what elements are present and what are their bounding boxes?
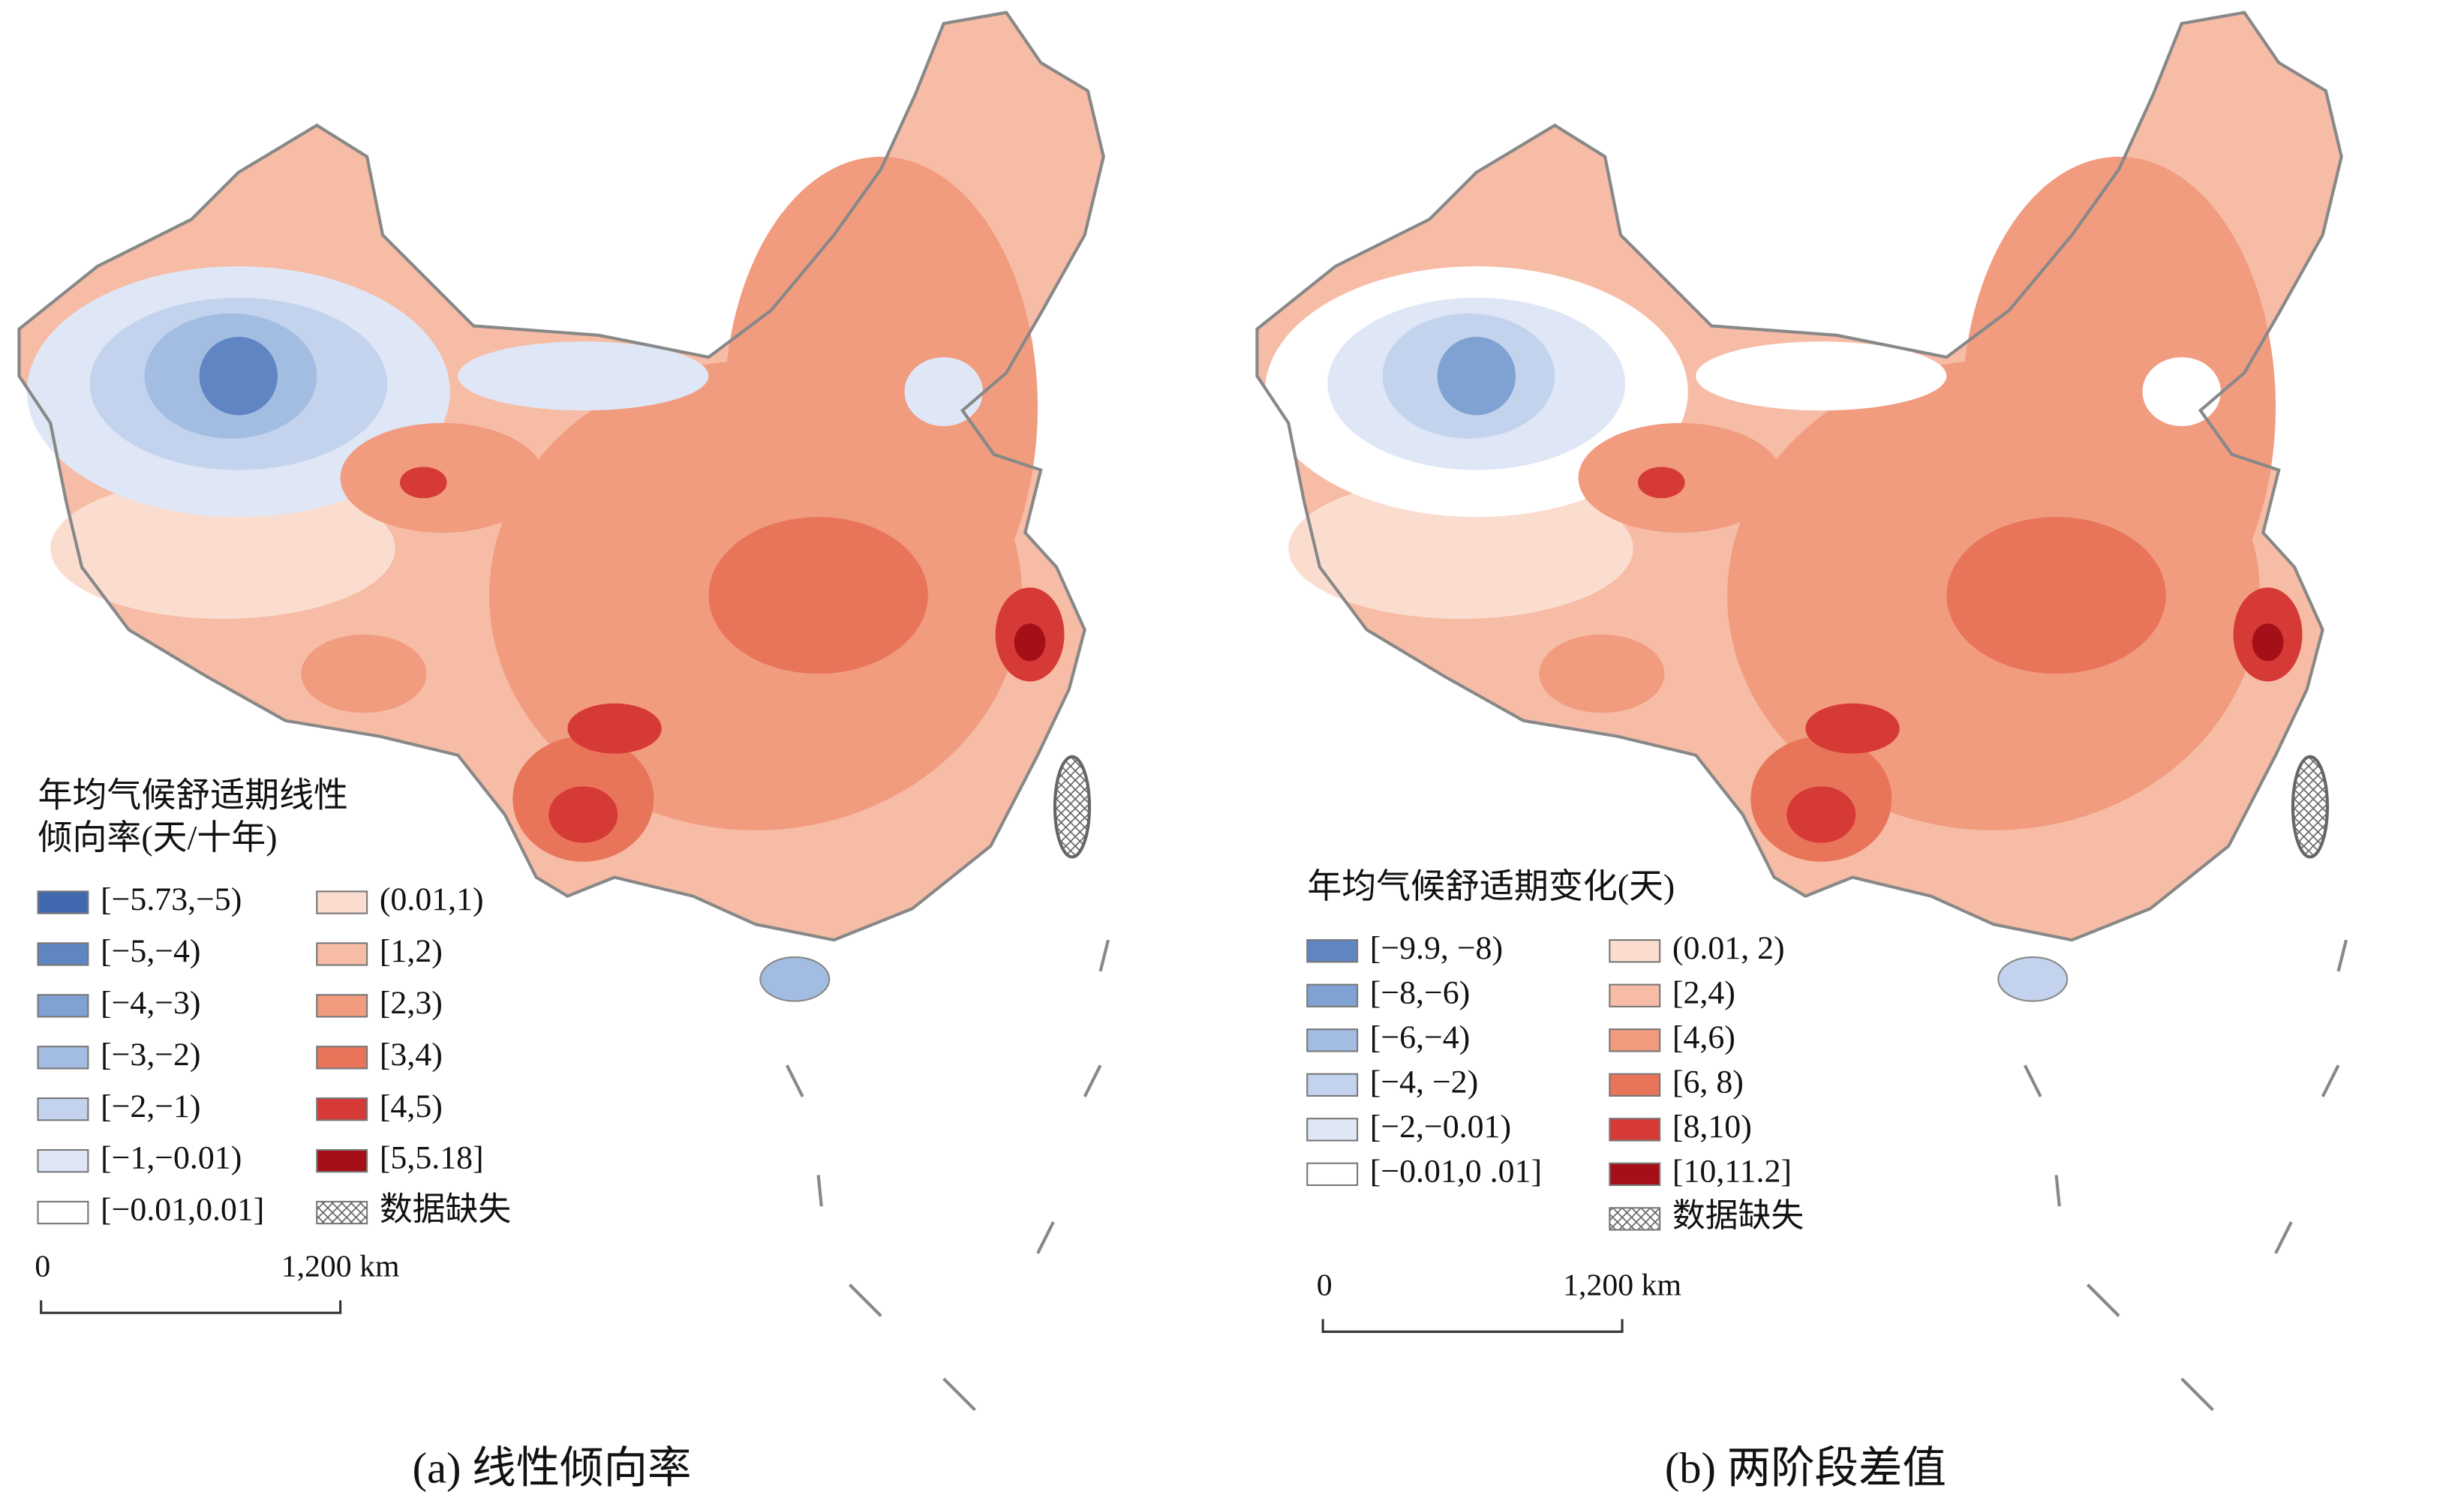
country-outline — [1255, 11, 2343, 942]
region-blob — [1014, 623, 1046, 662]
region-blob — [1437, 337, 1516, 416]
legend-swatch — [1306, 1028, 1359, 1052]
legend-swatch — [1609, 1028, 1661, 1052]
legend-swatch — [1609, 1118, 1661, 1142]
region-blob — [2252, 623, 2284, 662]
scale-end: 1,200 km — [1563, 1268, 1681, 1302]
legend-label: [5,5.18] — [380, 1140, 484, 1176]
legend-label: [−0.01,0.01] — [101, 1192, 264, 1228]
scale-start: 0 — [1317, 1268, 1333, 1302]
legend-swatch — [37, 1200, 89, 1225]
scale-bar — [1321, 1319, 1624, 1333]
legend-label: 数据缺失 — [380, 1192, 511, 1228]
region-blob — [904, 357, 983, 427]
legend-label: [−5,−4) — [101, 933, 200, 969]
legend-label: [4,5) — [380, 1088, 443, 1124]
legend-label: [1,2) — [380, 933, 443, 969]
legend-label: [−0.01,0 .01] — [1370, 1153, 1542, 1189]
taiwan — [2291, 755, 2329, 859]
legend-swatch — [316, 890, 368, 914]
legend-label: [2,3) — [380, 985, 443, 1021]
legend-swatch — [1306, 1162, 1359, 1187]
region-blob — [199, 337, 278, 416]
legend-label: (0.01, 2) — [1672, 930, 1785, 966]
legend-title: 年均气候舒适期线性 — [38, 776, 348, 815]
legend-swatch — [1306, 1073, 1359, 1097]
region-blob — [1539, 634, 1665, 713]
legend-swatch — [1306, 939, 1359, 963]
legend-swatch — [316, 1046, 368, 1070]
china-map — [1255, 11, 2348, 1412]
legend-label: [6, 8) — [1672, 1064, 1744, 1100]
legend-label: [3,4) — [380, 1037, 443, 1073]
nine-dash-line — [2023, 939, 2348, 1412]
legend-label: [−4,−3) — [101, 985, 200, 1021]
nine-dash-line — [785, 939, 1110, 1412]
caption: (a) 线性倾向率 — [413, 1444, 692, 1493]
legend-label: [−1,−0.01) — [101, 1140, 242, 1176]
scale-bar — [40, 1300, 342, 1314]
legend-swatch — [37, 1148, 89, 1173]
region-blob — [1637, 467, 1685, 499]
legend-label: [10,11.2] — [1672, 1153, 1792, 1189]
caption: (b) 两阶段差值 — [1665, 1444, 1946, 1493]
region-blob — [458, 341, 709, 411]
region-blob — [1786, 786, 1856, 843]
legend-swatch — [37, 1097, 89, 1121]
legend-swatch — [1609, 1073, 1661, 1097]
hainan — [1997, 956, 2069, 1002]
region-blob — [708, 517, 928, 674]
legend-label: [−8,−6) — [1370, 974, 1470, 1010]
legend-swatch — [1306, 1118, 1359, 1142]
country-outline — [17, 11, 1105, 942]
legend-swatch — [316, 1148, 368, 1173]
china-map — [17, 11, 1110, 1412]
legend-label: [8,10) — [1672, 1109, 1752, 1145]
legend-label: 数据缺失 — [1672, 1198, 1804, 1234]
legend-swatch — [37, 1046, 89, 1070]
legend-label: [−4, −2) — [1370, 1064, 1478, 1100]
region-blob — [399, 467, 447, 499]
map-panel: 年均气候舒适期变化(天) [−9.9, −8) [−8,−6) [−6,−4) [−4,… — [1255, 11, 2348, 1493]
scale-end: 1,200 km — [281, 1249, 400, 1283]
legend-label: [−3,−2) — [101, 1037, 200, 1073]
legend-label: [2,4) — [1672, 974, 1735, 1010]
legend-swatch — [316, 1097, 368, 1121]
region-blob — [1805, 703, 1900, 754]
region-blob — [1946, 517, 2166, 674]
legend-label: [−2,−0.01) — [1370, 1109, 1511, 1145]
legend-swatch — [37, 942, 89, 966]
region-blob — [1288, 478, 1633, 619]
legend-title: 年均气候舒适期变化(天) — [1307, 867, 1675, 905]
legend-label: [−2,−1) — [101, 1088, 200, 1124]
legend-swatch — [1609, 939, 1661, 963]
legend-swatch — [1609, 1162, 1661, 1187]
legend-swatch — [316, 1200, 368, 1225]
legend-title: 倾向率(天/十年) — [38, 818, 278, 857]
legend-swatch — [37, 890, 89, 914]
region-blob — [1696, 341, 1947, 411]
legend-label: [−5.73,−5) — [101, 881, 242, 917]
legend-swatch — [37, 994, 89, 1018]
region-blob — [301, 634, 427, 713]
legend-swatch — [1609, 1207, 1661, 1231]
legend-swatch — [1609, 983, 1661, 1007]
region-blob — [548, 786, 618, 843]
region-blob — [50, 478, 395, 619]
legend-swatch — [1306, 983, 1359, 1007]
legend-label: (0.01,1) — [380, 881, 484, 917]
region-blob — [2142, 357, 2221, 427]
taiwan — [1053, 755, 1092, 859]
region-blob — [567, 703, 662, 754]
legend-swatch — [316, 942, 368, 966]
legend-swatch — [316, 994, 368, 1018]
hainan — [759, 956, 831, 1002]
legend-label: [4,6) — [1672, 1019, 1735, 1055]
scale-start: 0 — [35, 1249, 50, 1283]
legend-label: [−6,−4) — [1370, 1019, 1470, 1055]
legend-label: [−9.9, −8) — [1370, 930, 1503, 966]
